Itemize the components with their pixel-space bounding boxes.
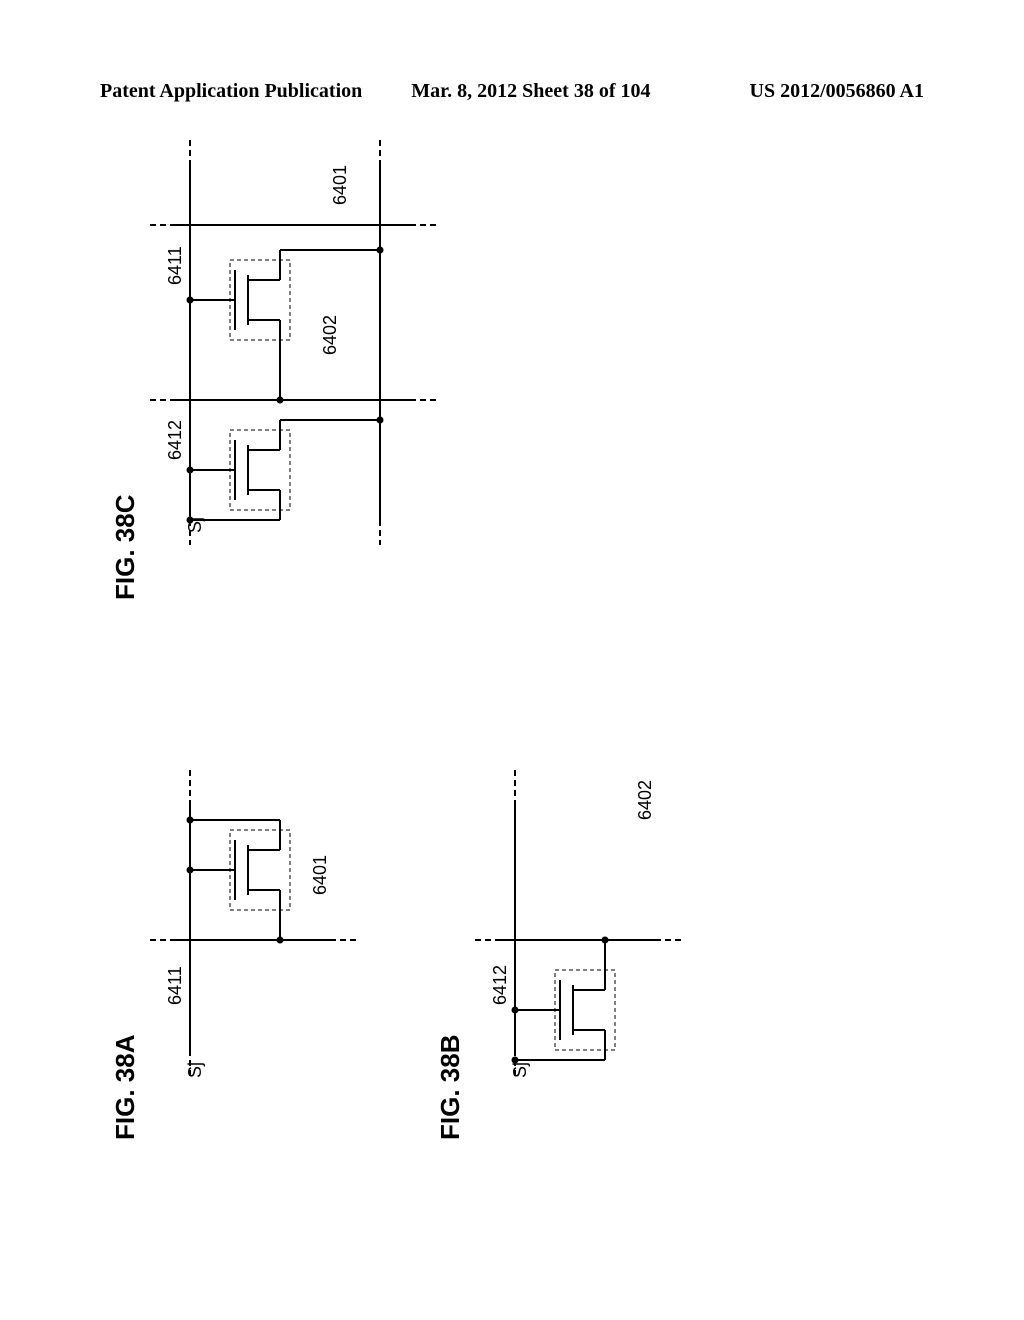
fig-38c-label: FIG. 38C bbox=[110, 495, 141, 600]
header-sheet: Mar. 8, 2012 Sheet 38 of 104 bbox=[411, 80, 650, 103]
header-patent-number: US 2012/0056860 A1 bbox=[750, 80, 924, 103]
fig-38b-circuit bbox=[475, 770, 725, 1100]
fig-38a-circuit bbox=[150, 770, 400, 1100]
header-publication: Patent Application Publication bbox=[100, 80, 362, 103]
fig-38c-circuit bbox=[150, 140, 480, 560]
fig-38a-label: FIG. 38A bbox=[110, 1035, 141, 1140]
page-header: Patent Application Publication Mar. 8, 2… bbox=[0, 80, 1024, 103]
fig-38b-label-2: FIG. 38B bbox=[435, 1035, 466, 1140]
